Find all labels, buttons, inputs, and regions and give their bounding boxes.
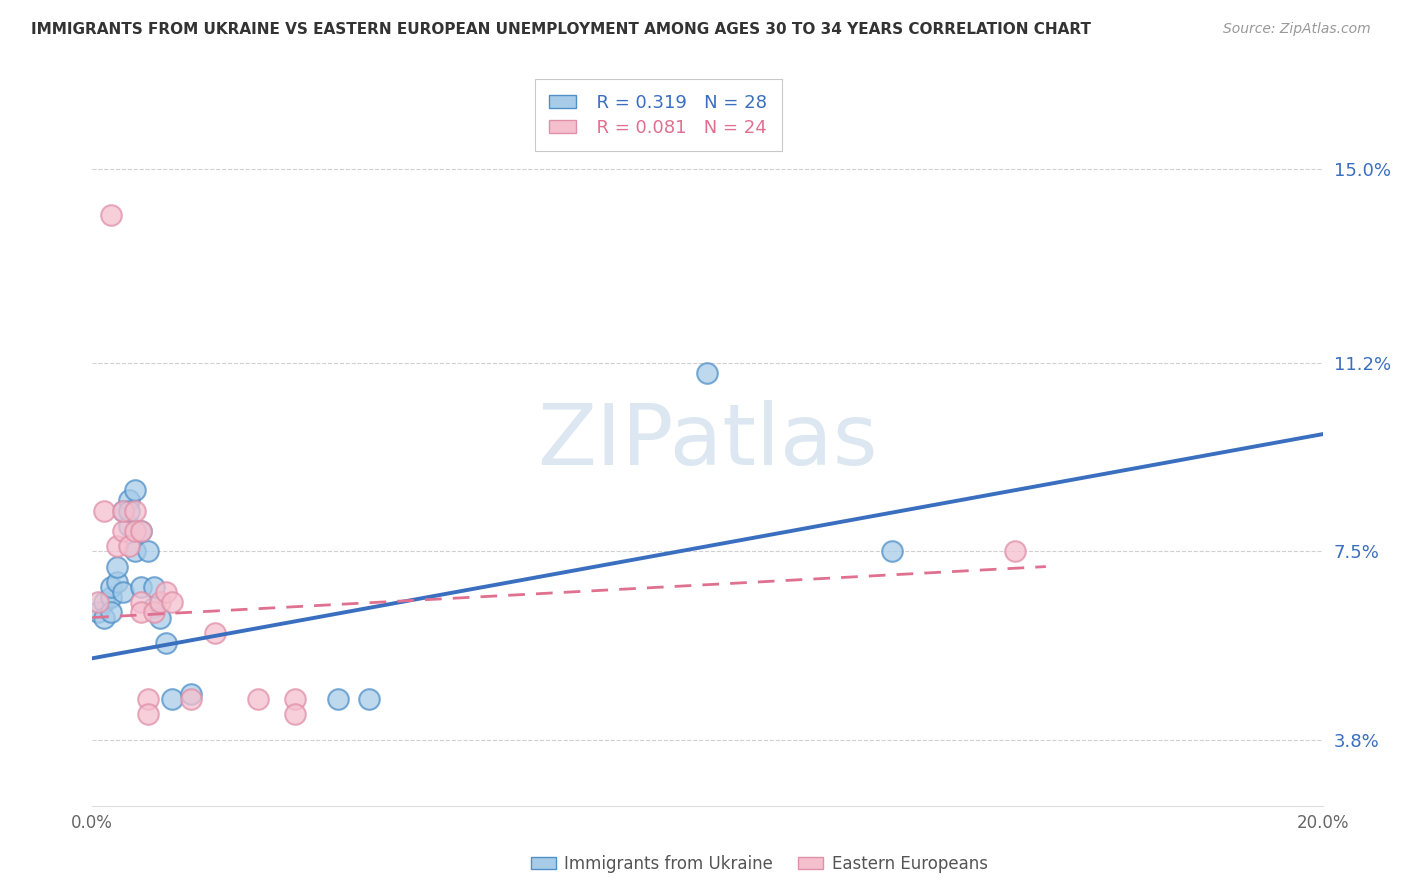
Point <box>180 692 202 706</box>
Point <box>149 595 172 609</box>
Text: IMMIGRANTS FROM UKRAINE VS EASTERN EUROPEAN UNEMPLOYMENT AMONG AGES 30 TO 34 YEA: IMMIGRANTS FROM UKRAINE VS EASTERN EUROP… <box>31 22 1091 37</box>
Point <box>160 595 183 609</box>
Point <box>284 692 307 706</box>
Point <box>124 544 146 558</box>
Point <box>131 524 153 538</box>
Point <box>100 606 122 620</box>
Legend: Immigrants from Ukraine, Eastern Europeans: Immigrants from Ukraine, Eastern Europea… <box>524 848 994 880</box>
Point <box>93 610 115 624</box>
Point <box>118 539 141 553</box>
Point <box>142 606 165 620</box>
Point <box>247 692 270 706</box>
Point <box>100 580 122 594</box>
Point <box>105 574 128 589</box>
Point <box>124 524 146 538</box>
Point <box>142 580 165 594</box>
Point <box>111 585 134 599</box>
Point <box>131 580 153 594</box>
Point <box>124 503 146 517</box>
Text: ZIPatlas: ZIPatlas <box>537 401 877 483</box>
Point <box>111 503 134 517</box>
Point <box>93 503 115 517</box>
Point <box>131 606 153 620</box>
Point <box>111 503 134 517</box>
Point <box>100 208 122 222</box>
Point <box>136 692 159 706</box>
Point <box>142 600 165 615</box>
Point <box>155 585 177 599</box>
Point <box>136 707 159 722</box>
Point <box>87 595 110 609</box>
Point <box>118 493 141 508</box>
Legend:   R = 0.319   N = 28,   R = 0.081   N = 24: R = 0.319 N = 28, R = 0.081 N = 24 <box>534 79 782 152</box>
Point <box>118 503 141 517</box>
Point <box>284 707 307 722</box>
Point <box>136 544 159 558</box>
Point <box>696 366 718 380</box>
Point <box>180 687 202 701</box>
Text: Source: ZipAtlas.com: Source: ZipAtlas.com <box>1223 22 1371 37</box>
Point <box>87 606 110 620</box>
Point <box>328 692 350 706</box>
Point <box>105 559 128 574</box>
Point <box>124 483 146 498</box>
Point <box>131 524 153 538</box>
Point <box>204 625 226 640</box>
Point <box>149 610 172 624</box>
Point <box>111 524 134 538</box>
Point <box>105 539 128 553</box>
Point <box>93 595 115 609</box>
Point <box>118 518 141 533</box>
Point <box>100 590 122 604</box>
Point <box>160 692 183 706</box>
Point <box>131 595 153 609</box>
Point <box>1004 544 1026 558</box>
Point <box>880 544 903 558</box>
Point <box>155 636 177 650</box>
Point <box>357 692 380 706</box>
